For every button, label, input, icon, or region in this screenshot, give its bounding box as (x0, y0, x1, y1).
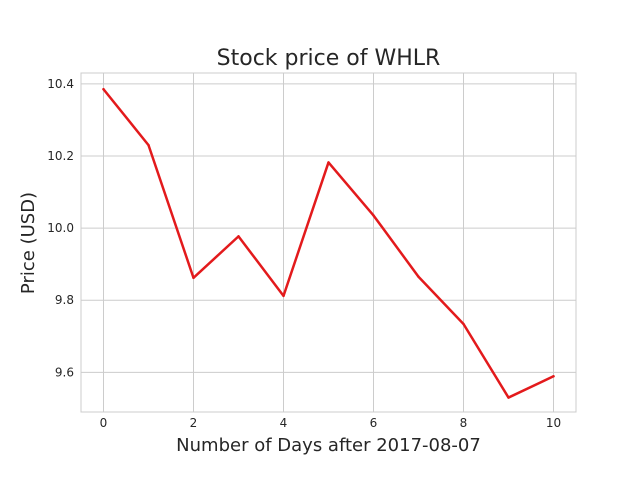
data-point (327, 161, 330, 164)
x-axis-label: Number of Days after 2017-08-07 (176, 435, 481, 456)
y-tick-label: 9.6 (55, 365, 74, 379)
x-axis-ticks: 0 2 4 6 8 10 (100, 416, 561, 430)
data-point (147, 143, 150, 147)
data-point (372, 214, 375, 217)
data-point (552, 375, 555, 378)
series-layer (102, 87, 555, 399)
plot-area (81, 73, 576, 412)
x-tick-label: 2 (190, 416, 198, 430)
y-tick-label: 9.8 (55, 293, 74, 307)
grid (81, 73, 576, 412)
x-tick-label: 10 (546, 416, 561, 430)
x-tick-label: 6 (370, 416, 378, 430)
data-point (462, 322, 465, 326)
y-tick-label: 10.4 (47, 77, 74, 91)
data-point (282, 294, 285, 298)
data-point (192, 276, 195, 280)
x-tick-label: 4 (280, 416, 288, 430)
y-tick-label: 10.0 (47, 221, 74, 235)
data-point (237, 235, 240, 238)
chart-title: Stock price of WHLR (217, 46, 441, 71)
data-point (507, 396, 510, 399)
y-axis-ticks: 9.6 9.8 10.0 10.2 10.4 (47, 77, 74, 380)
y-tick-label: 10.2 (47, 149, 74, 163)
data-point (102, 88, 105, 91)
plot-frame (80, 72, 577, 413)
data-point (417, 275, 420, 278)
x-tick-label: 8 (460, 416, 468, 430)
x-tick-label: 0 (100, 416, 108, 430)
y-axis-label: Price (USD) (18, 192, 39, 294)
